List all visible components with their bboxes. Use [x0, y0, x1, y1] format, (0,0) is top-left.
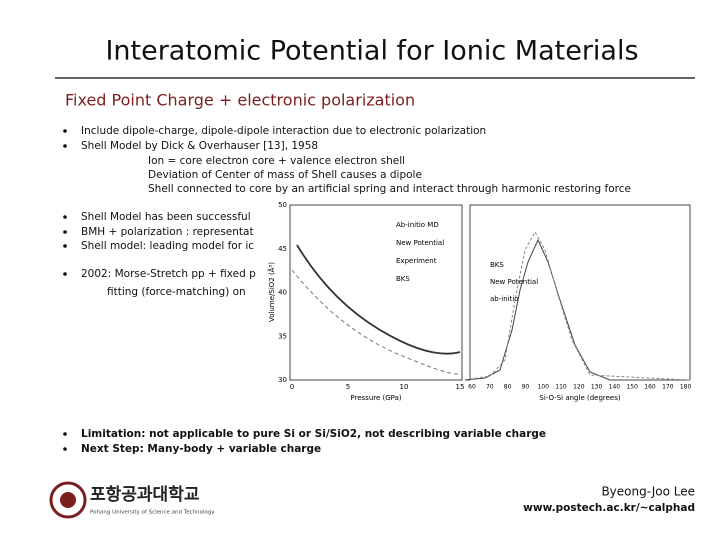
curve	[296, 244, 461, 355]
bullet-dot	[63, 272, 67, 276]
sub-item: Shell connected to core by an artificial…	[148, 183, 631, 195]
x-tick-label: 170	[662, 384, 674, 391]
logo-korean: 포항공과대학교	[90, 484, 200, 505]
legend-label: New Potential	[396, 239, 444, 247]
x-tick-label: 120	[573, 384, 585, 391]
x-tick-label: 80	[504, 384, 512, 391]
curve	[291, 269, 461, 375]
y-tick-label: 45	[278, 245, 287, 253]
curve	[464, 230, 691, 381]
x-axis-label: Pressure (GPa)	[350, 394, 401, 402]
bullet-text: fitting (force-matching) on	[107, 286, 246, 298]
x-tick-label: 0	[290, 383, 294, 391]
footer: 포항공과대학교 Pohang University of Science and …	[49, 481, 695, 519]
bullet-dot	[63, 244, 67, 248]
bullet-text: Limitation: not applicable to pure Si or…	[81, 428, 546, 440]
curve	[464, 238, 690, 381]
x-tick-label: 150	[626, 384, 638, 391]
right-axes	[465, 204, 691, 381]
title: Interatomic Potential for Ionic Material…	[105, 36, 638, 67]
legend-label: Experiment	[396, 257, 437, 265]
bullet-dot	[63, 230, 67, 234]
bullet-text: Include dipole-charge, dipole-dipole int…	[81, 125, 486, 137]
logo-emblem	[49, 481, 87, 519]
bullet-dot	[63, 129, 67, 133]
logo-english: Pohang University of Science and Technol…	[90, 510, 215, 516]
y-tick-label: 35	[278, 332, 287, 340]
bullet-text: Shell model: leading model for ic	[81, 240, 254, 252]
bullet-text: 2002: Morse-Stretch pp + fixed p	[81, 268, 256, 280]
x-tick-label: 160	[644, 384, 656, 391]
sub-item: Ion = core electron core + valence elect…	[148, 155, 405, 167]
url: www.postech.ac.kr/~calphad	[523, 502, 695, 514]
y-tick-label: 40	[278, 289, 287, 297]
bullet-dot	[63, 144, 67, 148]
x-tick-label: 70	[486, 384, 494, 391]
x-tick-label: 140	[609, 384, 621, 391]
figure-bg	[262, 195, 692, 413]
y-axis-label: Volume/SiO2 (Å³)	[267, 262, 276, 322]
bullet-text: Next Step: Many-body + variable charge	[81, 443, 321, 455]
x-tick-label: 90	[522, 384, 530, 391]
x-axis-label: Si-O-Si angle (degrees)	[539, 394, 621, 402]
x-tick-label: 100	[537, 384, 549, 391]
bullet-dot	[63, 215, 67, 219]
legend-label: ab-initio	[490, 295, 519, 303]
x-tick-label: 5	[346, 383, 350, 391]
legend-label: New Potential	[490, 278, 538, 286]
figure: 30 35 40 45 50 0 5 10 15 Volume/SiO2 (Å³) Pressure…	[262, 195, 692, 413]
x-tick-label: 110	[555, 384, 567, 391]
x-tick-label: 180	[680, 384, 692, 391]
bullet-text: Shell Model by Dick & Overhauser [13], 1…	[81, 140, 318, 152]
x-tick-label: 15	[456, 383, 465, 391]
x-tick-label: 130	[591, 384, 603, 391]
y-tick-label: 50	[278, 201, 287, 209]
logo-emblem	[60, 492, 76, 508]
legend-label: Ab-initio MD	[396, 221, 439, 229]
bullet-text: Shell Model has been successful	[81, 211, 251, 223]
subtitle: Fixed Point Charge + electronic polariza…	[65, 91, 415, 110]
bullet-text: BMH + polarization : representat	[81, 226, 254, 238]
bullet-dot	[63, 432, 67, 436]
body: Include dipole-charge, dipole-dipole int…	[63, 125, 631, 455]
legend-label: BKS	[396, 275, 410, 283]
left-axes	[289, 204, 463, 381]
x-tick-label: 60	[468, 384, 476, 391]
bullet-dot	[63, 447, 67, 451]
sub-item: Deviation of Center of mass of Shell cau…	[148, 169, 422, 181]
legend-label: BKS	[490, 261, 504, 269]
x-tick-label: 10	[400, 383, 409, 391]
author: Byeong-Joo Lee	[601, 485, 695, 499]
y-tick-label: 30	[278, 376, 287, 384]
